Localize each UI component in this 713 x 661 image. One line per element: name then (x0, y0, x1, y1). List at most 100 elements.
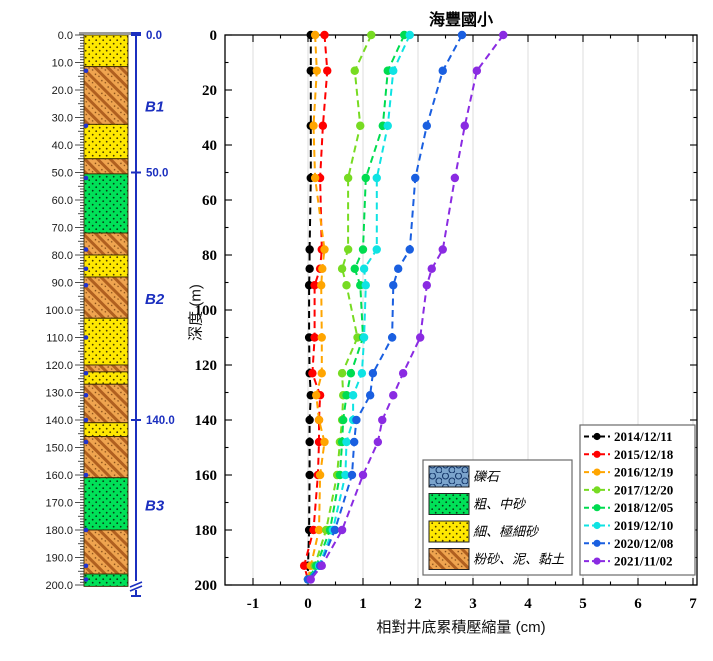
x-tick-label: -1 (247, 596, 260, 612)
data-point (317, 561, 326, 570)
magnet-ring-marker (83, 335, 89, 340)
data-point (305, 415, 314, 425)
zone-label-B3: B3 (145, 497, 165, 514)
data-point (460, 121, 469, 130)
data-point (427, 264, 436, 273)
data-point (389, 66, 398, 75)
data-point (405, 30, 414, 40)
y-tick-label: 140 (195, 413, 218, 429)
strat-column: 0.0 10.0 20.0 30.0 40.0 50.0 60.0 70.0 80.0 90.0 1… (45, 30, 133, 592)
depth-label: 100.0 (45, 305, 73, 317)
strat-layer-fine_sand (83, 34, 129, 68)
axis-break-icon (129, 585, 143, 592)
magnet-ring-marker (83, 282, 89, 288)
data-point (356, 121, 365, 130)
data-point (320, 437, 329, 447)
legend-marker (593, 432, 601, 441)
y-axis-label: 深度 (m) (187, 284, 205, 341)
magnet-ring-marker (83, 392, 89, 398)
depth-label: 60.0 (52, 195, 73, 207)
date-legend: 2014/12/11 2015/12/18 2016/12/19 2017/12/20… (579, 424, 696, 576)
y-tick-label: 20 (202, 83, 217, 99)
lithology-legend-label: 粗、中砂 (473, 497, 526, 512)
data-point (330, 525, 340, 535)
strat-layer-clay_silt (83, 66, 129, 125)
magnet-ring-marker (83, 439, 89, 445)
strat-layer-clay_silt (83, 529, 129, 575)
data-point (422, 121, 431, 130)
depth-label: 90.0 (52, 278, 73, 290)
data-point (342, 281, 351, 290)
legend-date-label: 2017/12/20 (614, 482, 673, 497)
legend-marker (593, 539, 601, 547)
x-tick-labels: -1 0 1 2 3 4 5 6 7 (247, 596, 698, 612)
x-tick-label: 2 (414, 596, 422, 612)
data-point (317, 369, 326, 378)
data-point (305, 264, 314, 273)
lithology-legend-label: 粉砂、泥、黏土 (473, 552, 565, 567)
series-2014/12/11 (303, 30, 315, 584)
magnet-ring-marker (83, 417, 89, 423)
data-point (450, 173, 460, 183)
axis-ticks (225, 34, 697, 586)
data-point (411, 173, 420, 183)
data-point (378, 415, 387, 425)
x-axis-label: 相對井底累積壓縮量 (cm) (376, 619, 546, 636)
depth-label: 180.0 (45, 525, 73, 537)
legend-date-label: 2018/12/05 (614, 500, 674, 515)
strat-layer-coarse_sand (83, 173, 129, 234)
data-point (315, 470, 325, 480)
series-2015/12/18 (299, 30, 332, 584)
y-tick-label: 160 (195, 468, 218, 484)
magnet-ring-marker (83, 370, 89, 376)
data-point (309, 121, 318, 130)
data-point (438, 245, 447, 254)
legend-date-label: 2014/12/11 (614, 429, 673, 444)
y-tick-label: 180 (195, 523, 218, 539)
depth-label: 30.0 (52, 113, 73, 125)
series-2018/12/05 (303, 30, 409, 584)
magnet-ring-marker (83, 123, 89, 129)
depth-label: 200.0 (45, 580, 73, 592)
strat-layer-clay_silt (83, 232, 129, 256)
data-point (305, 470, 314, 480)
data-point (317, 333, 326, 342)
legend-date-label: 2021/11/02 (614, 554, 673, 569)
data-point (343, 173, 353, 183)
depth-label: 160.0 (45, 470, 73, 482)
legend-marker (593, 450, 601, 458)
depth-ruler: 0.0 10.0 20.0 30.0 40.0 50.0 60.0 70.0 80.0 90.0 1… (45, 30, 84, 592)
data-point (314, 525, 324, 535)
data-point (318, 121, 328, 130)
legend-date-label: 2016/12/19 (614, 465, 674, 480)
lithology-swatch-fine_sand (428, 520, 470, 543)
data-point (422, 281, 431, 290)
lithology-swatch-clay_silt (428, 548, 470, 570)
depth-label: 130.0 (45, 388, 73, 400)
data-point (310, 173, 320, 183)
magnet-ring-marker (83, 266, 89, 272)
data-point (312, 391, 321, 400)
data-point (310, 333, 319, 342)
strat-layer-clay_silt (83, 276, 129, 319)
data-point (318, 264, 327, 273)
zone-depth-label: 0.0 (146, 30, 162, 42)
lithology-swatch-gravel (428, 465, 470, 488)
lithology-legend-label: 礫石 (473, 469, 501, 484)
legend-date-label: 2020/12/08 (614, 536, 674, 551)
data-point (308, 369, 317, 378)
strat-layer-fine_sand (83, 123, 129, 160)
zone-depth-label: 140.0 (146, 415, 175, 427)
data-point (416, 333, 425, 342)
y-tick-label: 60 (202, 193, 217, 209)
magnet-ring-marker (83, 68, 89, 74)
y-tick-label: 40 (202, 138, 217, 154)
x-tick-label: 4 (524, 596, 532, 612)
data-point (394, 264, 403, 273)
strat-layer-clay_silt (83, 436, 129, 479)
data-point (350, 264, 359, 273)
strat-layer-fine_sand (83, 371, 129, 385)
